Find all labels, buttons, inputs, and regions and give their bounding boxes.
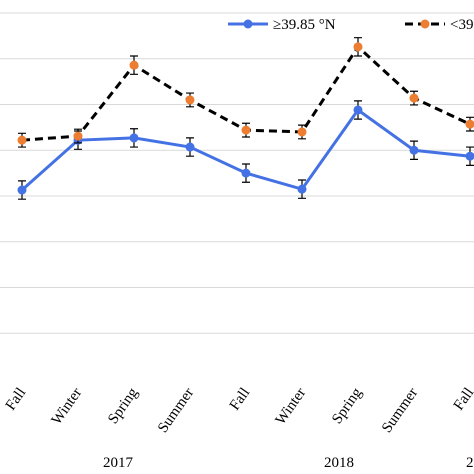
point	[73, 131, 83, 141]
x-tick-label: Summer	[379, 385, 421, 436]
x-tick-label: Winter	[273, 385, 310, 428]
point	[465, 119, 474, 129]
x-tick-label: Spring	[329, 385, 365, 427]
legend-marker	[420, 19, 430, 29]
point	[297, 127, 307, 137]
point	[129, 133, 139, 143]
point	[465, 151, 474, 161]
point	[353, 42, 363, 52]
x-tick-label: Winter	[49, 385, 86, 428]
year-label: 2019	[466, 455, 474, 471]
point	[409, 145, 419, 155]
x-tick-label: Spring	[105, 385, 141, 427]
year-label: 2018	[324, 455, 354, 471]
point	[353, 105, 363, 115]
point	[241, 125, 251, 135]
year-label: 2017	[103, 455, 134, 471]
x-tick-label: Fall	[227, 385, 253, 413]
point	[241, 168, 251, 178]
point	[17, 135, 27, 145]
legend-label: <39.85 °N	[450, 17, 474, 33]
x-tick-label: Summer	[155, 385, 197, 436]
x-tick-label: Fall	[3, 385, 29, 413]
point	[129, 60, 139, 70]
point	[409, 93, 419, 103]
legend-label: ≥39.85 °N	[273, 17, 336, 33]
point	[185, 142, 195, 152]
point	[297, 184, 307, 194]
point	[17, 185, 27, 195]
legend-marker	[243, 19, 253, 29]
point	[185, 95, 195, 105]
x-tick-label: Fall	[451, 385, 474, 413]
